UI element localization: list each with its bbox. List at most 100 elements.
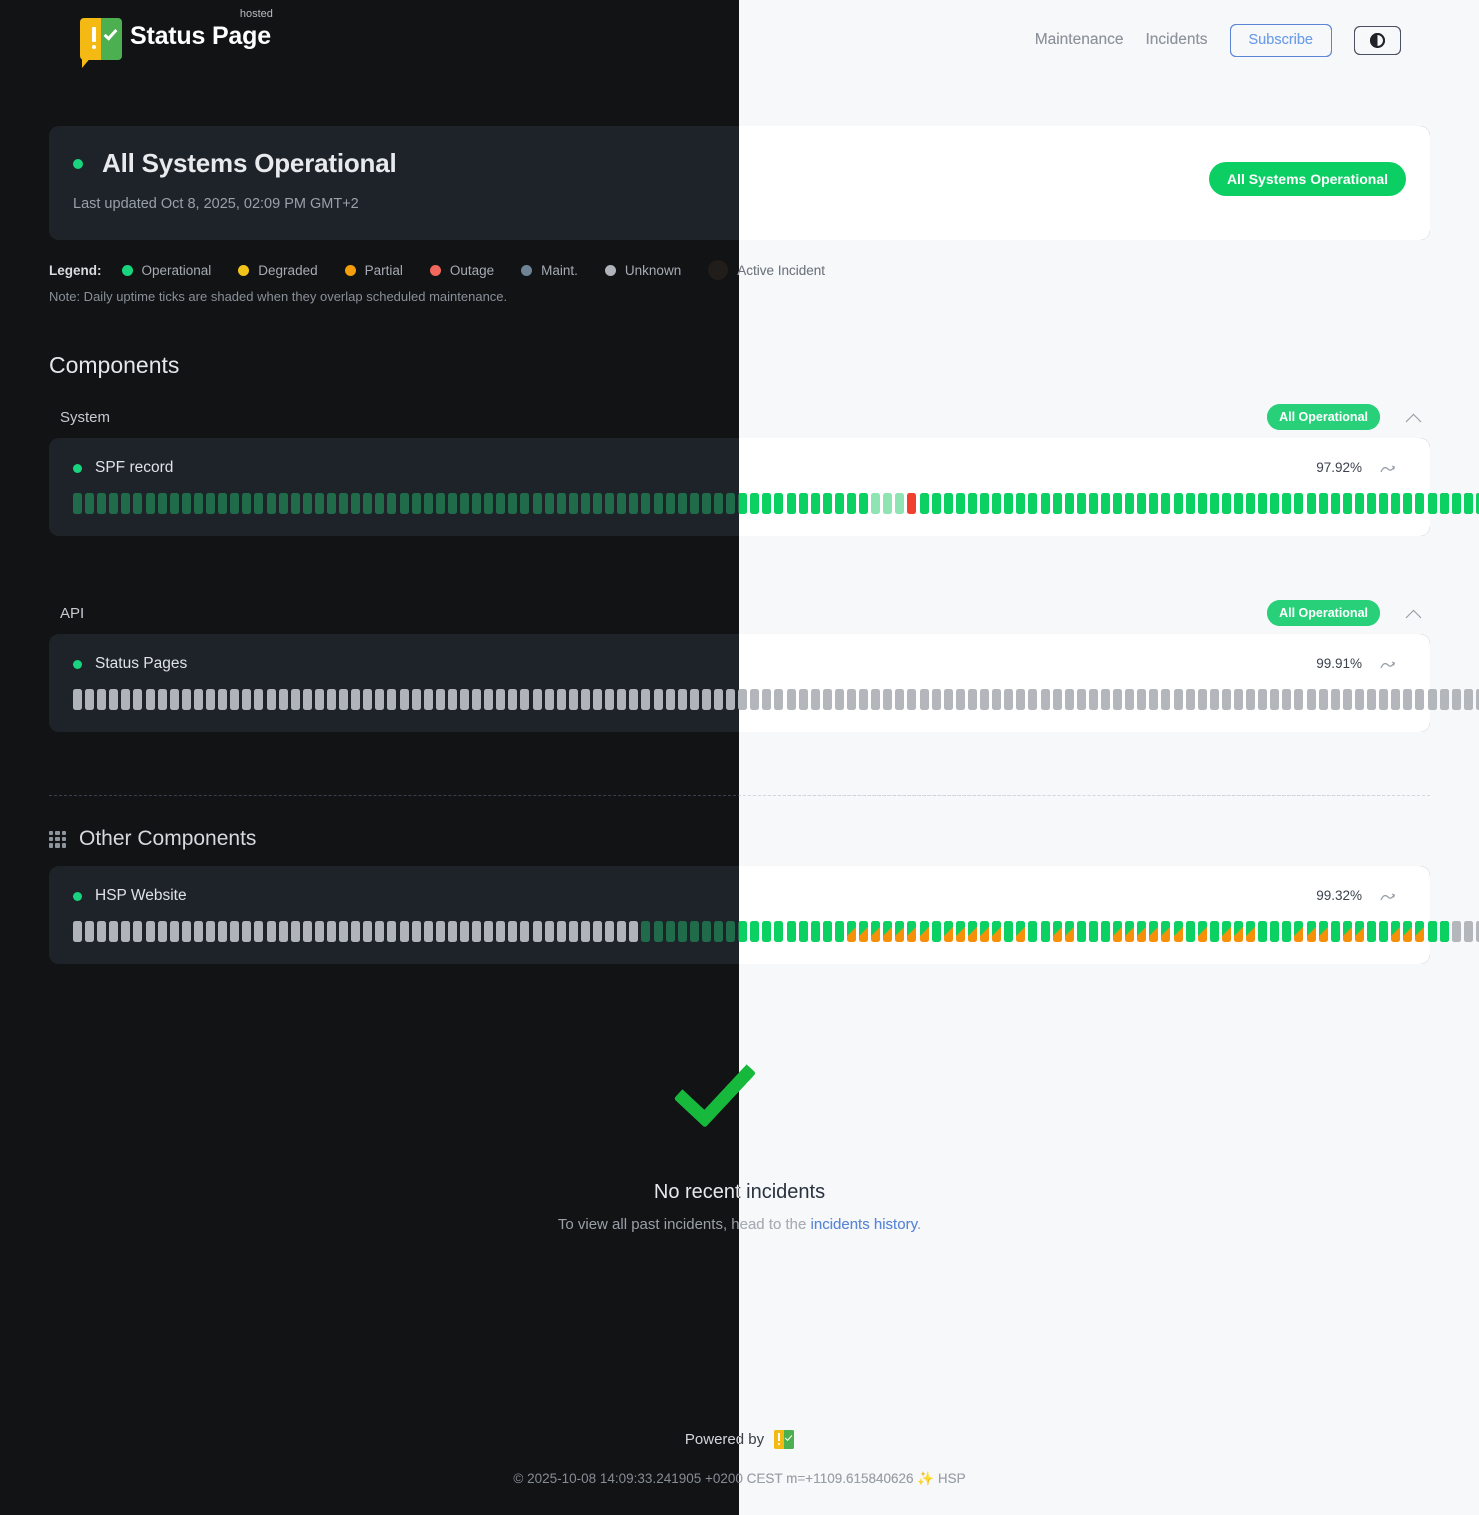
uptime-tick[interactable] <box>351 921 361 942</box>
uptime-tick[interactable] <box>1318 921 1328 942</box>
uptime-tick[interactable] <box>1306 921 1316 942</box>
uptime-tick[interactable] <box>726 689 736 710</box>
uptime-tick[interactable] <box>1342 689 1352 710</box>
uptime-tick[interactable] <box>992 689 1002 710</box>
uptime-tick[interactable] <box>242 689 252 710</box>
uptime-tick[interactable] <box>1028 921 1038 942</box>
uptime-tick[interactable] <box>931 921 941 942</box>
uptime-tick[interactable] <box>145 493 155 514</box>
uptime-tick[interactable] <box>1149 689 1159 710</box>
uptime-tick[interactable] <box>1367 921 1377 942</box>
uptime-tick[interactable] <box>532 493 542 514</box>
uptime-tick[interactable] <box>762 921 772 942</box>
uptime-tick[interactable] <box>411 921 421 942</box>
uptime-tick[interactable] <box>1197 921 1207 942</box>
uptime-tick[interactable] <box>447 493 457 514</box>
uptime-tick[interactable] <box>810 921 820 942</box>
uptime-tick[interactable] <box>1221 921 1231 942</box>
uptime-tick[interactable] <box>1173 921 1183 942</box>
uptime-tick[interactable] <box>1113 921 1123 942</box>
uptime-tick[interactable] <box>859 921 869 942</box>
uptime-tick[interactable] <box>85 689 95 710</box>
uptime-tick[interactable] <box>822 689 832 710</box>
uptime-tick[interactable] <box>1137 921 1147 942</box>
uptime-tick[interactable] <box>1004 689 1014 710</box>
uptime-tick[interactable] <box>218 493 228 514</box>
uptime-tick[interactable] <box>109 689 119 710</box>
uptime-tick[interactable] <box>677 689 687 710</box>
uptime-tick[interactable] <box>739 921 748 942</box>
uptime-tick[interactable] <box>762 493 772 514</box>
uptime-tick[interactable] <box>1040 921 1050 942</box>
uptime-tick[interactable] <box>1475 689 1479 710</box>
uptime-tick[interactable] <box>496 921 506 942</box>
uptime-tick[interactable] <box>1439 921 1449 942</box>
uptime-tick[interactable] <box>326 689 336 710</box>
uptime-tick[interactable] <box>617 689 627 710</box>
uptime-tick[interactable] <box>774 921 784 942</box>
uptime-tick[interactable] <box>1125 921 1135 942</box>
uptime-tick[interactable] <box>1088 921 1098 942</box>
uptime-tick[interactable] <box>822 493 832 514</box>
uptime-tick[interactable] <box>435 689 445 710</box>
uptime-tick[interactable] <box>1475 921 1479 942</box>
uptime-tick[interactable] <box>605 921 615 942</box>
uptime-tick[interactable] <box>1064 493 1074 514</box>
uptime-tick[interactable] <box>532 921 542 942</box>
uptime-tick[interactable] <box>980 689 990 710</box>
uptime-tick[interactable] <box>895 493 905 514</box>
uptime-tick[interactable] <box>460 493 469 514</box>
uptime-tick[interactable] <box>1064 921 1074 942</box>
uptime-tick[interactable] <box>254 689 264 710</box>
uptime-tick[interactable] <box>907 689 917 710</box>
uptime-tick[interactable] <box>1161 921 1171 942</box>
uptime-tick[interactable] <box>399 921 409 942</box>
uptime-tick[interactable] <box>351 689 361 710</box>
uptime-tick[interactable] <box>1427 493 1437 514</box>
uptime-tick[interactable] <box>133 493 143 514</box>
uptime-tick[interactable] <box>1330 493 1340 514</box>
uptime-tick[interactable] <box>532 689 542 710</box>
uptime-tick[interactable] <box>1137 689 1147 710</box>
uptime-tick-bar-status-pages[interactable] <box>739 689 1479 710</box>
uptime-tick[interactable] <box>278 689 288 710</box>
uptime-tick[interactable] <box>1221 689 1231 710</box>
uptime-tick[interactable] <box>1306 493 1316 514</box>
uptime-tick[interactable] <box>1209 921 1219 942</box>
uptime-tick[interactable] <box>822 921 832 942</box>
uptime-tick[interactable] <box>798 689 808 710</box>
uptime-tick[interactable] <box>847 493 856 514</box>
uptime-tick[interactable] <box>1318 689 1328 710</box>
uptime-tick[interactable] <box>653 921 663 942</box>
uptime-tick[interactable] <box>1415 689 1425 710</box>
uptime-tick[interactable] <box>520 921 530 942</box>
uptime-tick[interactable] <box>556 493 566 514</box>
uptime-tick[interactable] <box>701 921 711 942</box>
uptime-tick[interactable] <box>1330 921 1340 942</box>
uptime-tick[interactable] <box>1040 493 1050 514</box>
uptime-tick[interactable] <box>665 921 675 942</box>
uptime-tick[interactable] <box>363 689 373 710</box>
uptime-tick[interactable] <box>1185 921 1195 942</box>
uptime-tick[interactable] <box>1161 493 1171 514</box>
uptime-tick[interactable] <box>943 921 953 942</box>
uptime-tick[interactable] <box>967 921 977 942</box>
uptime-tick[interactable] <box>810 689 820 710</box>
uptime-tick[interactable] <box>943 689 953 710</box>
uptime-tick[interactable] <box>834 493 844 514</box>
uptime-tick[interactable] <box>556 689 566 710</box>
uptime-tick[interactable] <box>919 921 929 942</box>
uptime-tick[interactable] <box>883 689 893 710</box>
uptime-tick[interactable] <box>193 689 203 710</box>
uptime-tick[interactable] <box>810 493 820 514</box>
uptime-tick[interactable] <box>713 689 723 710</box>
uptime-tick[interactable] <box>121 493 131 514</box>
uptime-tick[interactable] <box>1294 493 1304 514</box>
uptime-tick[interactable] <box>859 493 869 514</box>
uptime-tick[interactable] <box>943 493 953 514</box>
incidents-history-link[interactable]: incidents history <box>810 1216 917 1233</box>
uptime-tick[interactable] <box>931 493 941 514</box>
uptime-tick[interactable] <box>1234 689 1243 710</box>
uptime-tick[interactable] <box>326 493 336 514</box>
uptime-tick[interactable] <box>1076 493 1086 514</box>
